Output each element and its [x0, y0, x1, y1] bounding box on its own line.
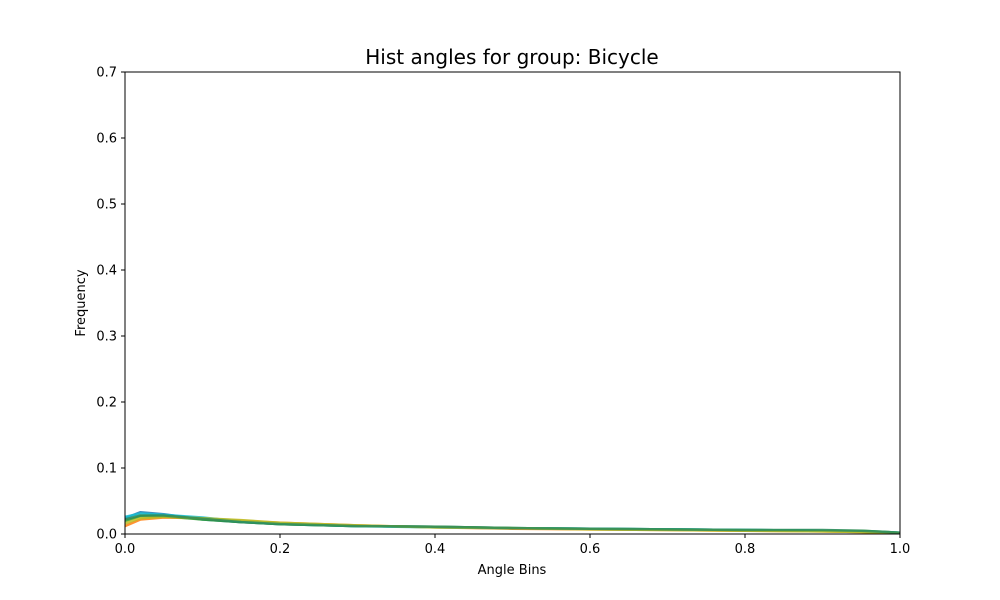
chart-title: Hist angles for group: Bicycle — [365, 45, 659, 69]
x-tick-label: 0.4 — [425, 542, 446, 557]
x-axis-ticks: 0.0 0.2 0.4 0.6 0.8 1.0 — [115, 534, 911, 557]
x-tick-label: 0.8 — [735, 542, 756, 557]
series-layer — [124, 510, 901, 535]
y-tick-label: 0.7 — [96, 66, 117, 81]
plot-area-frame — [124, 71, 901, 535]
y-tick-label: 0.5 — [96, 198, 117, 213]
y-tick-label: 0.2 — [96, 396, 117, 411]
series-line-6 — [124, 514, 901, 534]
y-tick-label: 0.4 — [96, 264, 117, 279]
x-tick-label: 0.2 — [270, 542, 291, 557]
x-tick-label: 1.0 — [890, 542, 911, 557]
y-axis-ticks: 0.0 0.1 0.2 0.3 0.4 0.5 0.6 0.7 — [96, 66, 125, 543]
y-tick-label: 0.1 — [96, 462, 117, 477]
y-axis-label: Frequency — [74, 269, 89, 336]
x-axis-label: Angle Bins — [478, 563, 547, 578]
x-tick-label: 0.6 — [580, 542, 601, 557]
x-tick-label: 0.0 — [115, 542, 136, 557]
y-tick-label: 0.3 — [96, 330, 117, 345]
y-tick-label: 0.6 — [96, 132, 117, 147]
y-tick-label: 0.0 — [96, 528, 117, 543]
